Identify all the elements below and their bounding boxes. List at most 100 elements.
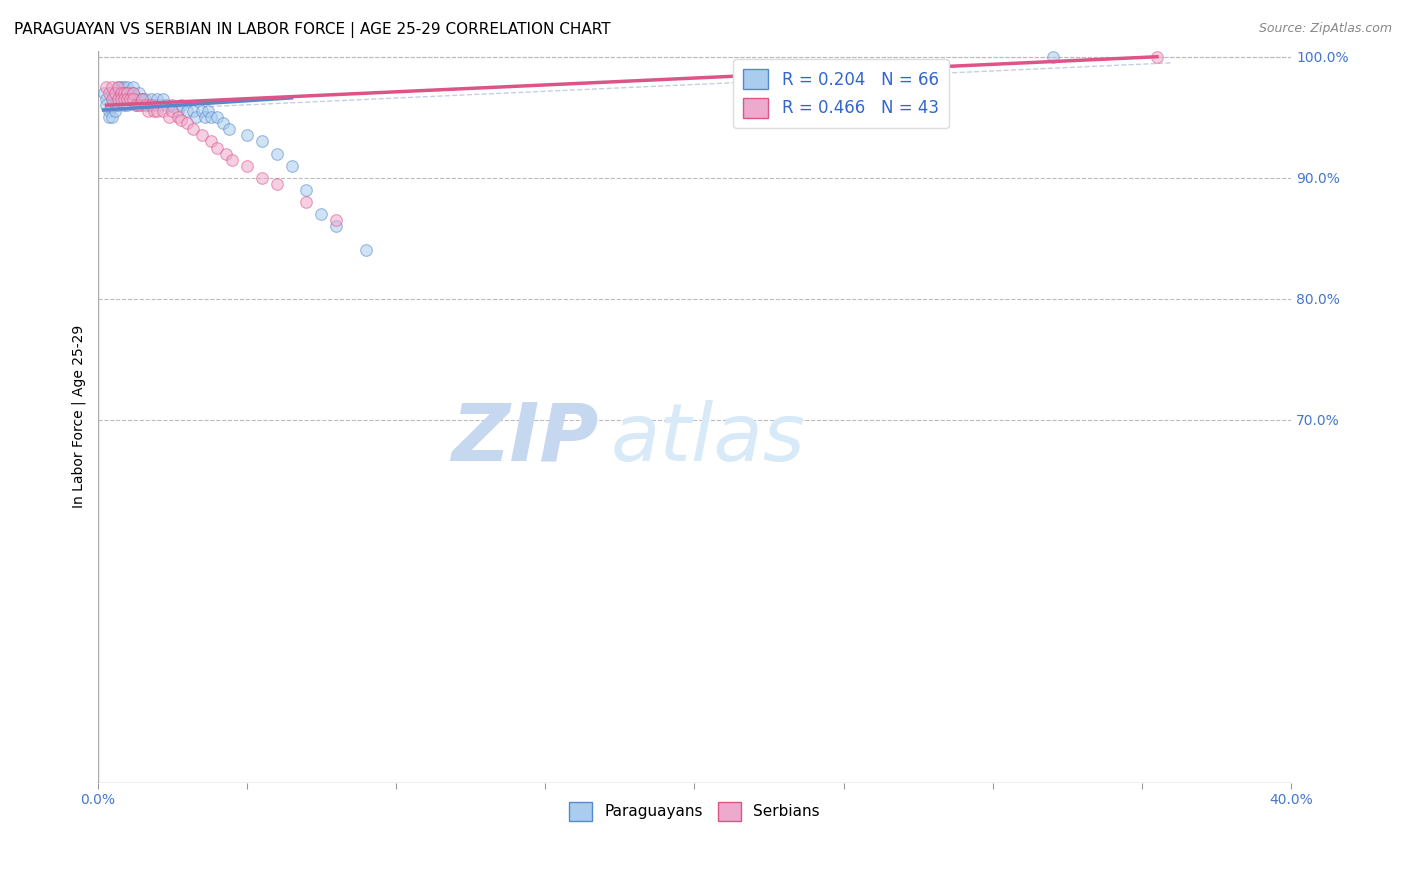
Point xyxy=(125,98,148,112)
Point xyxy=(134,92,156,106)
Point xyxy=(1042,50,1064,64)
Point xyxy=(176,104,198,119)
Point xyxy=(107,92,129,106)
Text: PARAGUAYAN VS SERBIAN IN LABOR FORCE | AGE 25-29 CORRELATION CHART: PARAGUAYAN VS SERBIAN IN LABOR FORCE | A… xyxy=(14,22,610,38)
Point xyxy=(117,92,139,106)
Point xyxy=(98,104,121,119)
Point xyxy=(205,140,228,154)
Point xyxy=(112,86,135,100)
Point xyxy=(98,86,121,100)
Point xyxy=(122,86,145,100)
Point xyxy=(110,86,132,100)
Point xyxy=(152,92,174,106)
Point xyxy=(120,86,142,100)
Point xyxy=(120,92,142,106)
Point xyxy=(221,153,243,167)
Point xyxy=(104,98,127,112)
Point xyxy=(295,183,318,197)
Point xyxy=(325,213,347,227)
Legend: Paraguayans, Serbians: Paraguayans, Serbians xyxy=(562,796,825,827)
Point xyxy=(122,92,145,106)
Point xyxy=(266,146,288,161)
Point xyxy=(212,116,235,130)
Point xyxy=(125,92,148,106)
Point xyxy=(1146,50,1168,64)
Point xyxy=(110,92,132,106)
Point xyxy=(110,86,132,100)
Point xyxy=(191,128,214,143)
Point xyxy=(236,128,259,143)
Point xyxy=(236,159,259,173)
Point xyxy=(152,104,174,119)
Point xyxy=(117,98,139,112)
Point xyxy=(131,92,153,106)
Point xyxy=(117,86,139,100)
Point xyxy=(200,110,222,124)
Point xyxy=(134,98,156,112)
Point xyxy=(96,80,118,95)
Point xyxy=(112,92,135,106)
Point xyxy=(157,110,180,124)
Point xyxy=(107,80,129,95)
Point xyxy=(146,92,169,106)
Text: ZIP: ZIP xyxy=(451,400,599,478)
Point xyxy=(146,104,169,119)
Point xyxy=(191,104,214,119)
Point xyxy=(215,146,238,161)
Point xyxy=(122,80,145,95)
Y-axis label: In Labor Force | Age 25-29: In Labor Force | Age 25-29 xyxy=(72,326,86,508)
Point xyxy=(104,86,127,100)
Point xyxy=(194,110,217,124)
Point xyxy=(218,122,240,136)
Point xyxy=(128,92,150,106)
Point xyxy=(141,92,163,106)
Point xyxy=(803,80,825,95)
Text: atlas: atlas xyxy=(610,400,806,478)
Point xyxy=(93,86,115,100)
Point xyxy=(101,86,124,100)
Point xyxy=(200,135,222,149)
Point xyxy=(354,244,377,258)
Point xyxy=(149,98,172,112)
Point xyxy=(167,110,190,124)
Point xyxy=(160,104,183,119)
Point xyxy=(101,80,124,95)
Point xyxy=(107,80,129,95)
Point xyxy=(181,122,204,136)
Point xyxy=(101,110,124,124)
Point xyxy=(112,80,135,95)
Point xyxy=(131,98,153,112)
Point xyxy=(101,98,124,112)
Point xyxy=(122,86,145,100)
Point xyxy=(120,92,142,106)
Point xyxy=(280,159,302,173)
Point xyxy=(266,177,288,191)
Point xyxy=(250,170,273,185)
Text: Source: ZipAtlas.com: Source: ZipAtlas.com xyxy=(1258,22,1392,36)
Point xyxy=(125,98,148,112)
Point xyxy=(143,98,166,112)
Point xyxy=(136,98,159,112)
Point xyxy=(112,98,135,112)
Point xyxy=(101,92,124,106)
Point xyxy=(96,92,118,106)
Point xyxy=(197,104,219,119)
Point xyxy=(184,110,207,124)
Point xyxy=(170,112,193,127)
Point xyxy=(155,98,177,112)
Point xyxy=(128,98,150,112)
Point xyxy=(143,104,166,119)
Point xyxy=(250,135,273,149)
Point xyxy=(170,98,193,112)
Point xyxy=(117,86,139,100)
Point xyxy=(107,98,129,112)
Point xyxy=(311,207,333,221)
Point xyxy=(117,92,139,106)
Point xyxy=(104,104,127,119)
Point xyxy=(96,98,118,112)
Point xyxy=(160,98,183,112)
Point xyxy=(117,80,139,95)
Point xyxy=(128,86,150,100)
Point xyxy=(107,92,129,106)
Point xyxy=(325,219,347,234)
